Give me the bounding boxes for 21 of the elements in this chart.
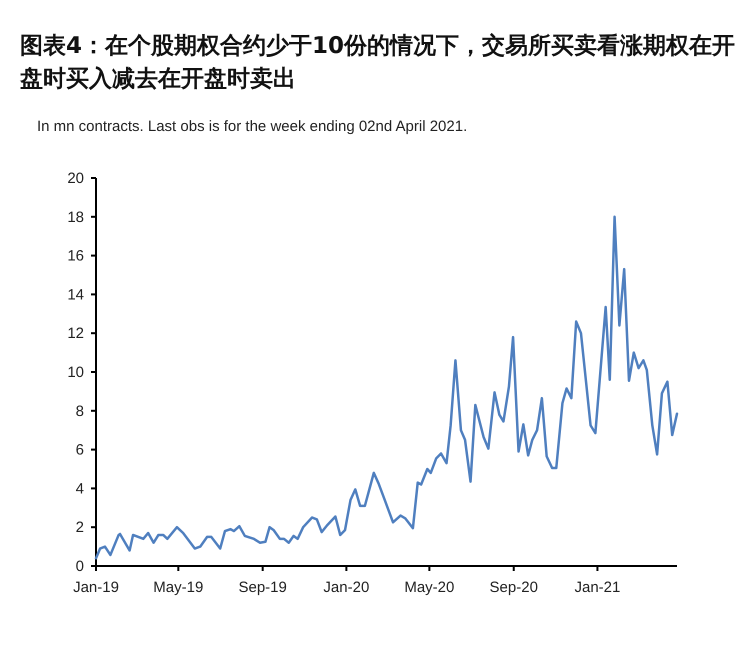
y-tick-label: 12: [67, 325, 84, 342]
x-tick-label: Sep-19: [238, 579, 287, 596]
x-tick-label: Jan-19: [73, 579, 119, 596]
y-tick-label: 8: [76, 402, 84, 420]
y-tick-label: 4: [76, 480, 84, 498]
y-tick-label: 16: [67, 248, 84, 265]
x-tick-label: May-20: [404, 579, 454, 596]
y-tick-label: 2: [76, 519, 84, 536]
chart-subtitle: In mn contracts. Last obs is for the week ending 02nd April 2021.: [37, 118, 468, 135]
line-series: [94, 216, 678, 560]
y-tick-label: 18: [67, 208, 84, 226]
x-tick-label: May-19: [153, 579, 204, 596]
y-tick-label: 6: [76, 442, 84, 459]
x-tick-label: Sep-20: [490, 579, 538, 596]
x-tick-label: Jan-21: [574, 579, 620, 596]
y-tick-label: 20: [67, 170, 84, 187]
chart-title: 图表4：在个股期权合约少于10份的情况下，交易所买卖看涨期权在开盘时买入减去在开盘时卖出: [20, 32, 736, 94]
y-tick-label: 14: [67, 286, 84, 304]
x-tick-label: Jan-20: [323, 579, 370, 596]
y-tick-label: 0: [76, 558, 84, 575]
y-tick-label: 10: [67, 364, 84, 381]
